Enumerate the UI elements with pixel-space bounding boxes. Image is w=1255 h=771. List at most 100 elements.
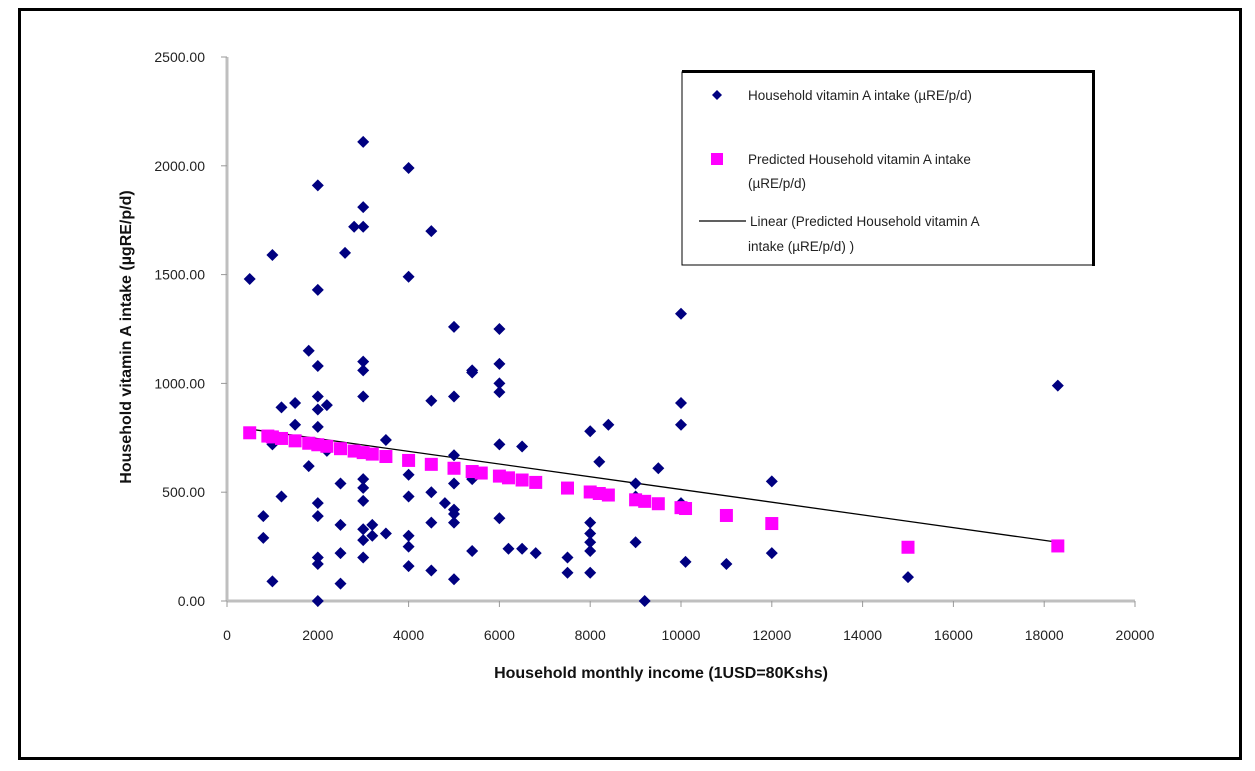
observed-point: [561, 551, 574, 564]
x-tick-label: 2000: [302, 627, 333, 643]
observed-point: [311, 283, 324, 296]
predicted-point: [243, 426, 257, 440]
observed-point: [266, 575, 279, 588]
predicted-point: [288, 434, 302, 448]
observed-point: [720, 558, 733, 571]
observed-point: [448, 507, 460, 520]
observed-point: [466, 366, 479, 379]
legend-box-shadow-top: [682, 70, 1094, 73]
observed-point: [675, 418, 687, 431]
observed-point: [584, 536, 597, 549]
observed-point: [357, 534, 370, 547]
observed-point: [266, 249, 279, 262]
observed-point: [425, 516, 438, 529]
observed-point: [366, 529, 379, 542]
x-tick-label: 4000: [393, 627, 424, 643]
predicted-point: [901, 540, 915, 554]
observed-point: [493, 512, 506, 525]
observed-point: [493, 386, 506, 399]
x-tick-label: 8000: [575, 627, 606, 643]
observed-point: [357, 523, 370, 536]
observed-point: [516, 542, 529, 555]
x-axis-title: Household monthly income (1USD=80Kshs): [494, 665, 828, 682]
observed-point: [357, 473, 370, 486]
legend: Household vitamin A intake (µRE/p/d) Pre…: [681, 70, 1095, 266]
observed-point: [311, 403, 324, 416]
tick-labels: 0.00 500.00 1000.00 1500.00 2000.00 2500.00 0 2…: [154, 49, 1154, 643]
observed-point: [289, 418, 302, 431]
legend-label-linear-line2: intake (µRE/p/d) ): [748, 239, 854, 254]
observed-point: [311, 420, 324, 433]
observed-point: [638, 595, 651, 607]
observed-point: [502, 542, 515, 555]
observed-point: [584, 516, 597, 529]
observed-point: [765, 475, 778, 488]
observed-point: [438, 497, 451, 510]
observed-point: [402, 161, 415, 174]
observed-point: [243, 272, 256, 285]
predicted-point: [515, 473, 529, 487]
observed-point: [675, 396, 687, 409]
observed-point: [334, 547, 347, 560]
predicted-point: [334, 442, 347, 456]
observed-point: [493, 377, 506, 390]
observed-point: [1051, 379, 1064, 392]
observed-point: [402, 540, 415, 553]
x-tick-label: 16000: [934, 627, 973, 643]
x-tick-label: 10000: [662, 627, 701, 643]
observed-point: [425, 394, 438, 407]
observed-point: [679, 555, 692, 568]
observed-point: [289, 396, 302, 409]
observed-point: [448, 390, 460, 403]
observed-point: [448, 449, 460, 462]
observed-point: [629, 477, 642, 490]
predicted-point: [529, 475, 543, 489]
predicted-point: [765, 517, 779, 531]
observed-point: [357, 481, 370, 494]
observed-point: [357, 494, 370, 507]
predicted-point: [719, 508, 733, 522]
observed-point: [311, 497, 324, 510]
observed-point: [339, 246, 352, 259]
observed-point: [652, 462, 665, 475]
legend-label-linear-line1: Linear (Predicted Household vitamin A: [750, 214, 980, 229]
observed-point: [311, 551, 324, 564]
predicted-point: [1051, 539, 1065, 553]
observed-point: [448, 516, 460, 529]
predicted-point: [651, 497, 665, 511]
data-points-layer: [243, 135, 1065, 607]
observed-point: [302, 344, 315, 357]
y-tick-label: 1000.00: [154, 375, 205, 391]
observed-point: [902, 571, 914, 584]
observed-point: [402, 270, 415, 283]
observed-point: [366, 518, 379, 531]
observed-point: [493, 357, 506, 370]
observed-point: [402, 529, 415, 542]
observed-point: [584, 527, 597, 540]
x-tick-label: 18000: [1025, 627, 1064, 643]
observed-point: [257, 510, 270, 523]
observed-point: [448, 573, 460, 586]
predicted-point: [402, 453, 416, 467]
observed-point: [448, 320, 460, 333]
observed-point: [675, 307, 687, 320]
observed-point: [334, 477, 347, 490]
legend-square-icon: [711, 153, 723, 165]
observed-point: [257, 531, 270, 544]
predicted-point: [601, 488, 615, 502]
observed-point: [311, 390, 324, 403]
predicted-point: [424, 457, 438, 471]
observed-point: [561, 566, 574, 579]
observed-point: [357, 364, 370, 377]
predicted-point: [679, 502, 693, 516]
predicted-point: [638, 494, 652, 508]
observed-point: [348, 220, 361, 233]
observed-point: [493, 438, 506, 451]
predicted-point: [561, 481, 574, 495]
legend-label-predicted-line1: Predicted Household vitamin A intake: [748, 152, 971, 167]
y-tick-label: 2000.00: [154, 158, 205, 174]
observed-point: [302, 460, 315, 473]
y-tick-label: 2500.00: [154, 49, 205, 65]
y-tick-label: 500.00: [162, 484, 205, 500]
observed-point: [334, 518, 347, 531]
